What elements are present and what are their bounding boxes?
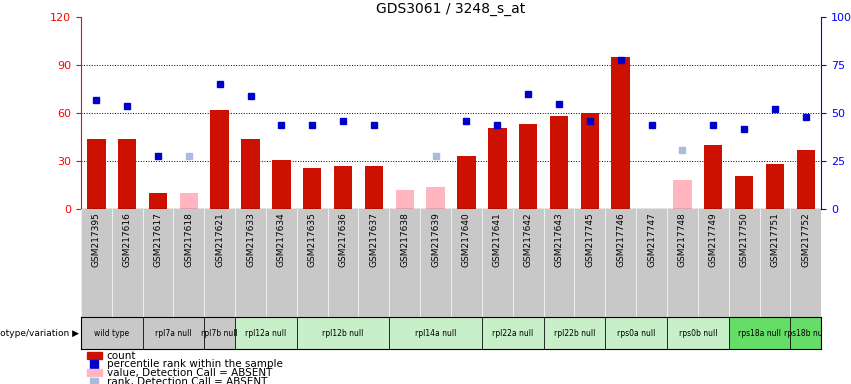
Text: genotype/variation ▶: genotype/variation ▶ xyxy=(0,329,79,338)
Bar xyxy=(426,187,445,209)
Text: GSM217642: GSM217642 xyxy=(523,212,533,267)
Text: GSM217750: GSM217750 xyxy=(740,212,749,267)
Bar xyxy=(728,317,791,349)
Bar xyxy=(297,317,389,349)
Text: GSM217637: GSM217637 xyxy=(369,212,379,267)
Text: rps18b null: rps18b null xyxy=(785,329,827,338)
Bar xyxy=(791,317,821,349)
Text: rpl12b null: rpl12b null xyxy=(323,329,363,338)
Text: GSM217751: GSM217751 xyxy=(770,212,780,267)
Bar xyxy=(673,180,692,209)
Text: rps0b null: rps0b null xyxy=(678,329,717,338)
Text: rps0a null: rps0a null xyxy=(617,329,655,338)
Bar xyxy=(704,145,722,209)
Bar xyxy=(580,113,599,209)
Bar xyxy=(488,128,506,209)
Text: count: count xyxy=(106,351,136,361)
Text: GSM217641: GSM217641 xyxy=(493,212,502,267)
Text: GSM217638: GSM217638 xyxy=(400,212,409,267)
Bar xyxy=(334,166,352,209)
Bar xyxy=(611,57,630,209)
Text: GSM217635: GSM217635 xyxy=(308,212,317,267)
Text: GSM217617: GSM217617 xyxy=(153,212,163,267)
Bar xyxy=(396,190,414,209)
Text: rpl14a null: rpl14a null xyxy=(415,329,456,338)
Text: GSM217634: GSM217634 xyxy=(277,212,286,267)
Text: rpl7a null: rpl7a null xyxy=(155,329,191,338)
Bar xyxy=(667,317,728,349)
Bar xyxy=(364,166,383,209)
Bar xyxy=(605,317,667,349)
Text: GSM217616: GSM217616 xyxy=(123,212,132,267)
Bar xyxy=(457,157,476,209)
Bar xyxy=(210,110,229,209)
Text: GSM217633: GSM217633 xyxy=(246,212,255,267)
Text: GSM217618: GSM217618 xyxy=(185,212,193,267)
Bar xyxy=(81,317,142,349)
Bar xyxy=(303,168,322,209)
Bar xyxy=(550,116,568,209)
Text: rank, Detection Call = ABSENT: rank, Detection Call = ABSENT xyxy=(106,377,267,384)
Text: GSM217621: GSM217621 xyxy=(215,212,224,267)
Bar xyxy=(519,124,537,209)
Text: GSM217745: GSM217745 xyxy=(585,212,594,267)
Bar xyxy=(797,150,815,209)
Text: rpl12a null: rpl12a null xyxy=(245,329,287,338)
Text: GSM217749: GSM217749 xyxy=(709,212,717,267)
Bar xyxy=(142,317,204,349)
Bar xyxy=(87,352,101,359)
Text: rpl7b null: rpl7b null xyxy=(202,329,238,338)
Bar xyxy=(180,193,198,209)
Text: percentile rank within the sample: percentile rank within the sample xyxy=(106,359,283,369)
Bar xyxy=(235,317,297,349)
Text: GSM217636: GSM217636 xyxy=(339,212,347,267)
Text: GSM217746: GSM217746 xyxy=(616,212,625,267)
Text: GSM217395: GSM217395 xyxy=(92,212,100,267)
Text: GSM217639: GSM217639 xyxy=(431,212,440,267)
Bar xyxy=(149,193,167,209)
Bar xyxy=(87,139,106,209)
Text: GSM217747: GSM217747 xyxy=(647,212,656,267)
Text: rpl22b null: rpl22b null xyxy=(554,329,595,338)
Text: GSM217748: GSM217748 xyxy=(678,212,687,267)
Bar xyxy=(272,160,290,209)
Text: wild type: wild type xyxy=(94,329,129,338)
Text: GSM217640: GSM217640 xyxy=(462,212,471,267)
Bar xyxy=(734,176,753,209)
Bar xyxy=(204,317,235,349)
Text: GSM217752: GSM217752 xyxy=(802,212,810,267)
Text: value, Detection Call = ABSENT: value, Detection Call = ABSENT xyxy=(106,368,272,378)
Text: rps18a null: rps18a null xyxy=(738,329,781,338)
Bar xyxy=(389,317,482,349)
Bar xyxy=(87,369,101,376)
Title: GDS3061 / 3248_s_at: GDS3061 / 3248_s_at xyxy=(376,2,526,16)
Text: rpl22a null: rpl22a null xyxy=(492,329,534,338)
Bar xyxy=(117,139,136,209)
Bar xyxy=(766,164,784,209)
Bar xyxy=(482,317,544,349)
Bar xyxy=(242,139,260,209)
Text: GSM217643: GSM217643 xyxy=(555,212,563,267)
Bar xyxy=(544,317,605,349)
